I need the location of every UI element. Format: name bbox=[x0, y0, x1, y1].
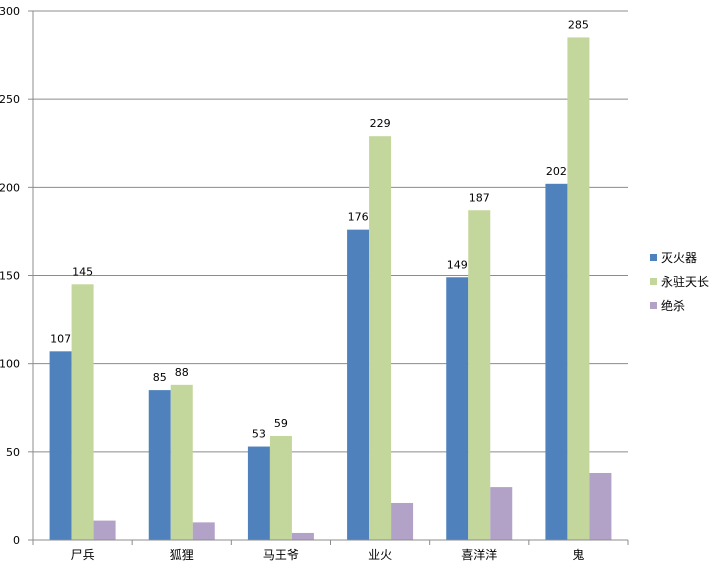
legend-swatch bbox=[650, 278, 657, 285]
bar bbox=[192, 522, 215, 540]
bar bbox=[93, 520, 116, 540]
bar bbox=[170, 384, 193, 540]
y-tick-label: 100 bbox=[0, 358, 20, 371]
bar bbox=[468, 210, 491, 541]
data-label: 202 bbox=[546, 165, 567, 178]
legend-label: 绝杀 bbox=[661, 298, 685, 313]
bar bbox=[545, 183, 568, 540]
axes: 0 50 100 150 200 250 300 尸兵 狐狸 马王爷 业火 喜洋洋 鬼 bbox=[0, 5, 629, 562]
bar bbox=[247, 446, 270, 540]
y-tick-label: 150 bbox=[0, 270, 20, 283]
data-label: 145 bbox=[72, 265, 93, 278]
bar bbox=[446, 277, 469, 540]
data-label: 149 bbox=[447, 258, 468, 271]
bars bbox=[49, 37, 612, 541]
bar bbox=[490, 487, 513, 540]
x-tick-label: 狐狸 bbox=[170, 548, 194, 562]
x-tick-label: 喜洋洋 bbox=[461, 547, 497, 562]
y-tick-label: 50 bbox=[6, 446, 20, 459]
bar bbox=[391, 502, 414, 540]
data-label: 285 bbox=[568, 18, 589, 31]
data-label: 88 bbox=[175, 366, 189, 379]
x-tick-label: 业火 bbox=[368, 548, 392, 562]
data-label: 176 bbox=[348, 211, 369, 224]
bar bbox=[269, 435, 292, 540]
data-label: 187 bbox=[469, 191, 490, 204]
y-tick-label: 250 bbox=[0, 93, 20, 106]
data-label: 85 bbox=[153, 371, 167, 384]
x-tick-label: 马王爷 bbox=[263, 548, 299, 562]
bar bbox=[49, 351, 72, 540]
legend-swatch bbox=[650, 254, 657, 261]
data-label: 59 bbox=[274, 417, 288, 430]
data-label: 107 bbox=[50, 332, 71, 345]
data-label: 229 bbox=[370, 117, 391, 130]
bar bbox=[369, 136, 392, 541]
legend-swatch bbox=[650, 302, 657, 309]
x-tick-label: 鬼 bbox=[572, 547, 584, 562]
legend-label: 永驻天长 bbox=[661, 274, 709, 289]
bar bbox=[148, 390, 171, 540]
y-tick-label: 200 bbox=[0, 181, 20, 194]
bar bbox=[291, 532, 314, 540]
y-tick-label: 300 bbox=[0, 5, 20, 18]
x-tick-label: 尸兵 bbox=[71, 548, 95, 562]
bar bbox=[71, 284, 94, 540]
bar bbox=[347, 229, 370, 541]
gridlines bbox=[33, 10, 628, 453]
bar bbox=[567, 37, 590, 540]
legend-label: 灭火器 bbox=[661, 251, 697, 265]
data-label: 53 bbox=[252, 428, 266, 441]
data-labels: 107 145 85 88 53 59 176 229 149 187 202 285 bbox=[50, 18, 589, 440]
y-tick-label: 0 bbox=[13, 534, 20, 547]
bar bbox=[589, 472, 612, 540]
